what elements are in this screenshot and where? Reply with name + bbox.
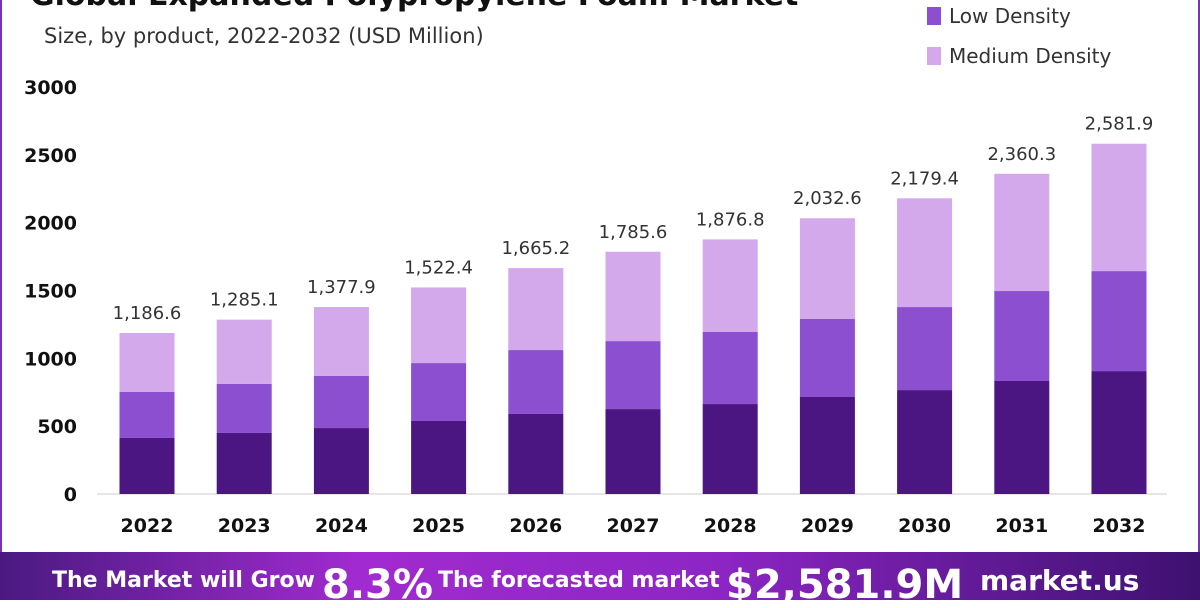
x-tick-label: 2023 xyxy=(218,515,271,537)
bar-segment-low-density xyxy=(411,363,467,422)
y-tick-label: 1000 xyxy=(24,348,77,370)
footer-banner: The Market will Grow 8.3% The forecasted… xyxy=(0,552,1200,608)
bar-segment-series-0 xyxy=(702,404,758,494)
y-tick-label: 0 xyxy=(64,484,77,506)
total-data-label: 2,360.3 xyxy=(987,144,1056,165)
y-tick-label: 2000 xyxy=(24,213,77,235)
bar-segment-medium-density xyxy=(313,307,369,376)
bar-segment-medium-density xyxy=(605,251,661,342)
bar-segment-series-0 xyxy=(605,409,661,494)
bar-segment-medium-density xyxy=(897,198,953,308)
total-data-label: 1,285.1 xyxy=(210,290,279,311)
bar-chart: 0 500 1000 1500 2000 2500 3000 1,186.6 2022 1,285… xyxy=(24,77,1167,537)
brand-logo: market.us xyxy=(980,564,1140,597)
x-tick-label: 2032 xyxy=(1093,515,1146,537)
bar-segment-series-0 xyxy=(313,428,369,494)
total-data-label: 1,522.4 xyxy=(404,257,473,278)
total-data-label: 2,179.4 xyxy=(890,168,959,189)
bar-segment-medium-density xyxy=(994,173,1050,292)
legend-swatch xyxy=(927,7,941,25)
x-tick-label: 2024 xyxy=(315,515,368,537)
bar-segment-series-0 xyxy=(994,380,1050,494)
legend-swatch xyxy=(927,47,941,65)
bar-segment-low-density xyxy=(1091,271,1147,372)
forecast-value: $2,581.9M xyxy=(726,562,964,608)
y-tick-label: 2500 xyxy=(24,145,77,167)
forecast-text: The forecasted market xyxy=(438,568,720,593)
bar-segment-low-density xyxy=(508,350,564,414)
total-data-label: 1,876.8 xyxy=(696,209,765,230)
bar-segment-low-density xyxy=(994,291,1050,381)
legend-label: Low Density xyxy=(949,4,1071,28)
chart-frame: Global Expanded Polypropylene Foam Marke… xyxy=(0,0,1200,552)
x-tick-label: 2029 xyxy=(801,515,854,537)
legend-label: Medium Density xyxy=(949,44,1112,68)
bar-segment-low-density xyxy=(605,341,661,410)
x-tick-label: 2027 xyxy=(607,515,660,537)
bar-segment-low-density xyxy=(799,318,855,397)
total-data-label: 1,186.6 xyxy=(113,303,182,324)
x-tick-label: 2026 xyxy=(509,515,562,537)
x-tick-label: 2025 xyxy=(412,515,465,537)
bar-segment-series-0 xyxy=(897,390,953,494)
y-tick-label: 500 xyxy=(37,416,77,438)
bar-segment-series-0 xyxy=(411,421,467,494)
y-tick-label: 1500 xyxy=(24,281,77,303)
bar-segment-series-0 xyxy=(216,432,272,494)
bar-segment-medium-density xyxy=(799,218,855,319)
bar-segment-low-density xyxy=(897,307,953,391)
total-data-label: 1,665.2 xyxy=(501,238,570,259)
bar-segment-low-density xyxy=(702,332,758,405)
x-tick-label: 2028 xyxy=(704,515,757,537)
legend-item-low-density: Low Density xyxy=(927,4,1071,28)
chart-title: Global Expanded Polypropylene Foam Marke… xyxy=(30,0,798,13)
total-data-label: 1,785.6 xyxy=(599,222,668,243)
y-tick-label: 3000 xyxy=(24,77,77,99)
legend-item-medium-density: Medium Density xyxy=(927,44,1111,68)
bar-segment-medium-density xyxy=(702,239,758,333)
bar-segment-medium-density xyxy=(411,287,467,364)
total-data-label: 2,581.9 xyxy=(1085,114,1154,135)
total-data-label: 1,377.9 xyxy=(307,277,376,298)
bar-segment-medium-density xyxy=(1091,143,1147,272)
bar-segment-low-density xyxy=(119,391,175,438)
x-tick-label: 2030 xyxy=(898,515,951,537)
bar-segment-series-0 xyxy=(1091,371,1147,494)
bar-segment-series-0 xyxy=(119,437,175,494)
bar-segment-low-density xyxy=(216,383,272,433)
x-tick-label: 2031 xyxy=(995,515,1048,537)
bar-segment-medium-density xyxy=(119,333,175,392)
bar-segment-medium-density xyxy=(216,319,272,384)
bar-segment-low-density xyxy=(313,375,369,429)
chart-subtitle: Size, by product, 2022-2032 (USD Million… xyxy=(44,24,484,48)
total-data-label: 2,032.6 xyxy=(793,188,862,209)
bar-segment-medium-density xyxy=(508,268,564,351)
grow-text: The Market will Grow xyxy=(52,568,315,593)
bar-segment-series-0 xyxy=(799,396,855,494)
x-tick-label: 2022 xyxy=(121,515,174,537)
cagr-value: 8.3% xyxy=(322,562,433,608)
bar-segment-series-0 xyxy=(508,413,564,494)
